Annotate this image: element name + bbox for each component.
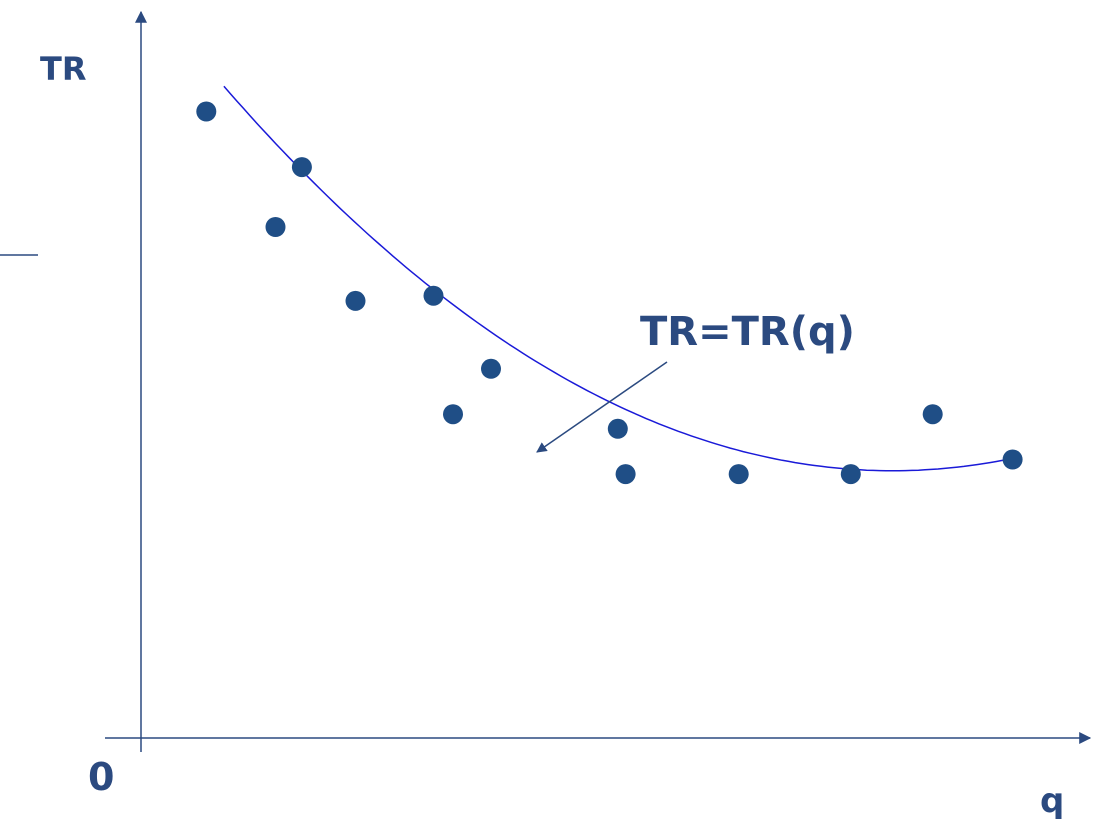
data-points (196, 101, 1023, 485)
data-point-5 (423, 285, 444, 306)
data-point-4 (345, 290, 366, 311)
curve-annotation-label: TR=TR(q) (640, 309, 855, 355)
y-axis-label: TR (40, 50, 86, 88)
data-point-8 (607, 418, 628, 439)
data-point-3 (291, 157, 312, 178)
data-point-1 (196, 101, 217, 122)
data-point-11 (840, 464, 861, 485)
annotation-arrow (536, 361, 668, 453)
data-point-6 (443, 404, 463, 425)
x-axis-label: q (1040, 781, 1064, 821)
data-point-10 (728, 464, 749, 485)
origin-label: 0 (88, 755, 114, 799)
data-point-7 (481, 358, 501, 379)
data-point-9 (615, 464, 636, 485)
data-point-12 (922, 404, 943, 425)
data-point-2 (265, 217, 286, 237)
fit-curve-line (223, 85, 1004, 472)
data-point-13 (1002, 449, 1023, 470)
